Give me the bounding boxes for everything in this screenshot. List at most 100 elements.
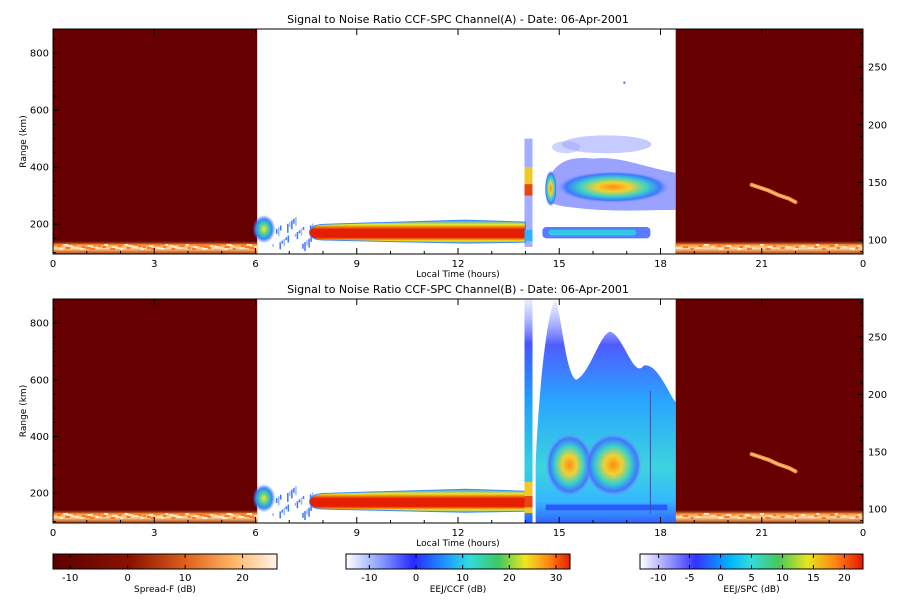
spread-f-speckle [677, 516, 682, 518]
spread-f-speckle [214, 246, 219, 248]
spread-f-speckle [855, 516, 859, 518]
echo-afternoon-core-left [544, 170, 557, 207]
chart-title: Signal to Noise Ratio CCF-SPC Channel(B)… [287, 283, 629, 296]
echo-scatter [279, 494, 282, 500]
spread-f-speckle [855, 247, 859, 249]
spread-f-speckle [200, 245, 206, 247]
spread-f-speckle [737, 248, 742, 250]
echo-scatter [277, 496, 280, 506]
spread-f-speckle [724, 247, 730, 249]
spread-f-speckle [683, 246, 689, 248]
spread-f-speckle [752, 516, 756, 518]
spread-f-speckle [179, 514, 185, 516]
echo-column [524, 299, 533, 523]
echo-scatter [291, 489, 293, 499]
spread-f-speckle [683, 515, 689, 517]
x-tick-label: 21 [755, 528, 768, 539]
y-tick-label: 800 [30, 49, 49, 60]
spread-f-speckle [216, 513, 221, 515]
spread-f-speckle [157, 247, 163, 249]
x-tick-label: 15 [553, 528, 566, 539]
echo-scatter [306, 509, 308, 515]
colorbar-tick-label: -10 [650, 573, 666, 584]
colorbar-tick-label: 20 [503, 573, 516, 584]
spread-f-speckle [126, 516, 131, 518]
colorbar-1: -10 0 10 20 30 EEJ/CCF (dB) [345, 553, 571, 595]
colorbar-tick-label: 20 [838, 573, 851, 584]
colorbar-0: -10 0 10 20 Spread-F (dB) [52, 553, 278, 595]
spread-f-speckle [89, 248, 95, 250]
eej-spc-trace-core [751, 453, 796, 472]
spread-f-speckle [829, 245, 835, 247]
y-tick-label: 400 [30, 432, 49, 443]
spread-f-speckle [744, 514, 750, 516]
spread-f-speckle [214, 515, 219, 517]
y2-tick-label: 200 [868, 390, 887, 401]
spread-f-speckle [249, 247, 255, 249]
spread-f-speckle [161, 517, 165, 519]
spread-f-speckle [89, 517, 95, 519]
y2-tick-label: 200 [868, 120, 887, 131]
eej-spc-trace-core [751, 184, 796, 203]
echo-scatter [308, 507, 310, 517]
spread-f-speckle [65, 516, 71, 518]
colorbar-tick-label: -10 [62, 573, 78, 584]
spread-f-speckle [140, 517, 144, 519]
spread-f-speckle [821, 517, 826, 519]
echo-scatter [306, 240, 308, 246]
spread-f-speckle [191, 248, 196, 250]
spread-f-speckle [759, 244, 764, 246]
y2-tick-label: 150 [868, 178, 887, 189]
colorbar-tick-label: 5 [748, 573, 754, 584]
y-tick-label: 800 [30, 319, 49, 330]
spread-f-speckle [849, 517, 855, 519]
spread-f-speckle [112, 515, 118, 517]
colorbar-2: -10 -5 0 5 10 15 20 EEJ/SPC (dB) [639, 553, 864, 595]
echo-scatter [294, 233, 297, 237]
echo-scatter [294, 502, 297, 506]
echo-morning-blob [252, 484, 276, 513]
spread-f-speckle [163, 246, 167, 248]
spread-f-speckle [703, 244, 709, 246]
echo-scatter [293, 218, 295, 224]
spread-f-speckle [179, 245, 185, 247]
spread-f-speckle [124, 513, 129, 515]
spread-f-speckle [711, 515, 715, 517]
spread-f-speckle [142, 246, 146, 248]
echo-scatter [289, 491, 291, 497]
spread-f-speckle [788, 513, 794, 515]
echo-scatter [304, 242, 306, 252]
spread-f-speckle [793, 517, 797, 519]
spread-f-speckle [801, 245, 806, 247]
spread-f-speckle [767, 246, 773, 248]
colorbar-tick-label: 20 [236, 573, 249, 584]
spread-f-speckle [249, 516, 255, 518]
spread-f-lower-echo [53, 240, 258, 254]
spread-f-speckle [230, 245, 234, 247]
spread-f-speckle [118, 245, 122, 247]
echo-scatter [272, 513, 274, 517]
y2-tick-label: 250 [868, 332, 887, 343]
spread-f-speckle [67, 514, 73, 516]
spread-f-speckle [71, 515, 75, 517]
spread-f-speckle [808, 516, 814, 518]
spread-f-speckle [132, 515, 138, 517]
spread-f-speckle [765, 248, 771, 250]
colorbar-tick-label: 10 [179, 573, 192, 584]
y2-tick-label: 100 [868, 505, 887, 516]
spread-f-speckle [193, 515, 198, 517]
y2-tick-label: 100 [868, 236, 887, 247]
spread-f-speckle [185, 244, 189, 246]
chart-title: Signal to Noise Ratio CCF-SPC Channel(A)… [287, 13, 629, 26]
spread-f-speckle [240, 245, 245, 247]
colorbar-tick-label: 10 [456, 573, 469, 584]
spread-f-speckle [187, 247, 191, 249]
spread-f-speckle [716, 245, 721, 247]
x-tick-label: 3 [151, 528, 157, 539]
echo-scatter [300, 228, 303, 236]
echo-scatter [304, 511, 306, 521]
spread-f-speckle [151, 517, 156, 519]
spread-f-speckle [842, 246, 847, 248]
spread-f-speckle [75, 247, 79, 249]
echo-scatter [287, 504, 290, 512]
